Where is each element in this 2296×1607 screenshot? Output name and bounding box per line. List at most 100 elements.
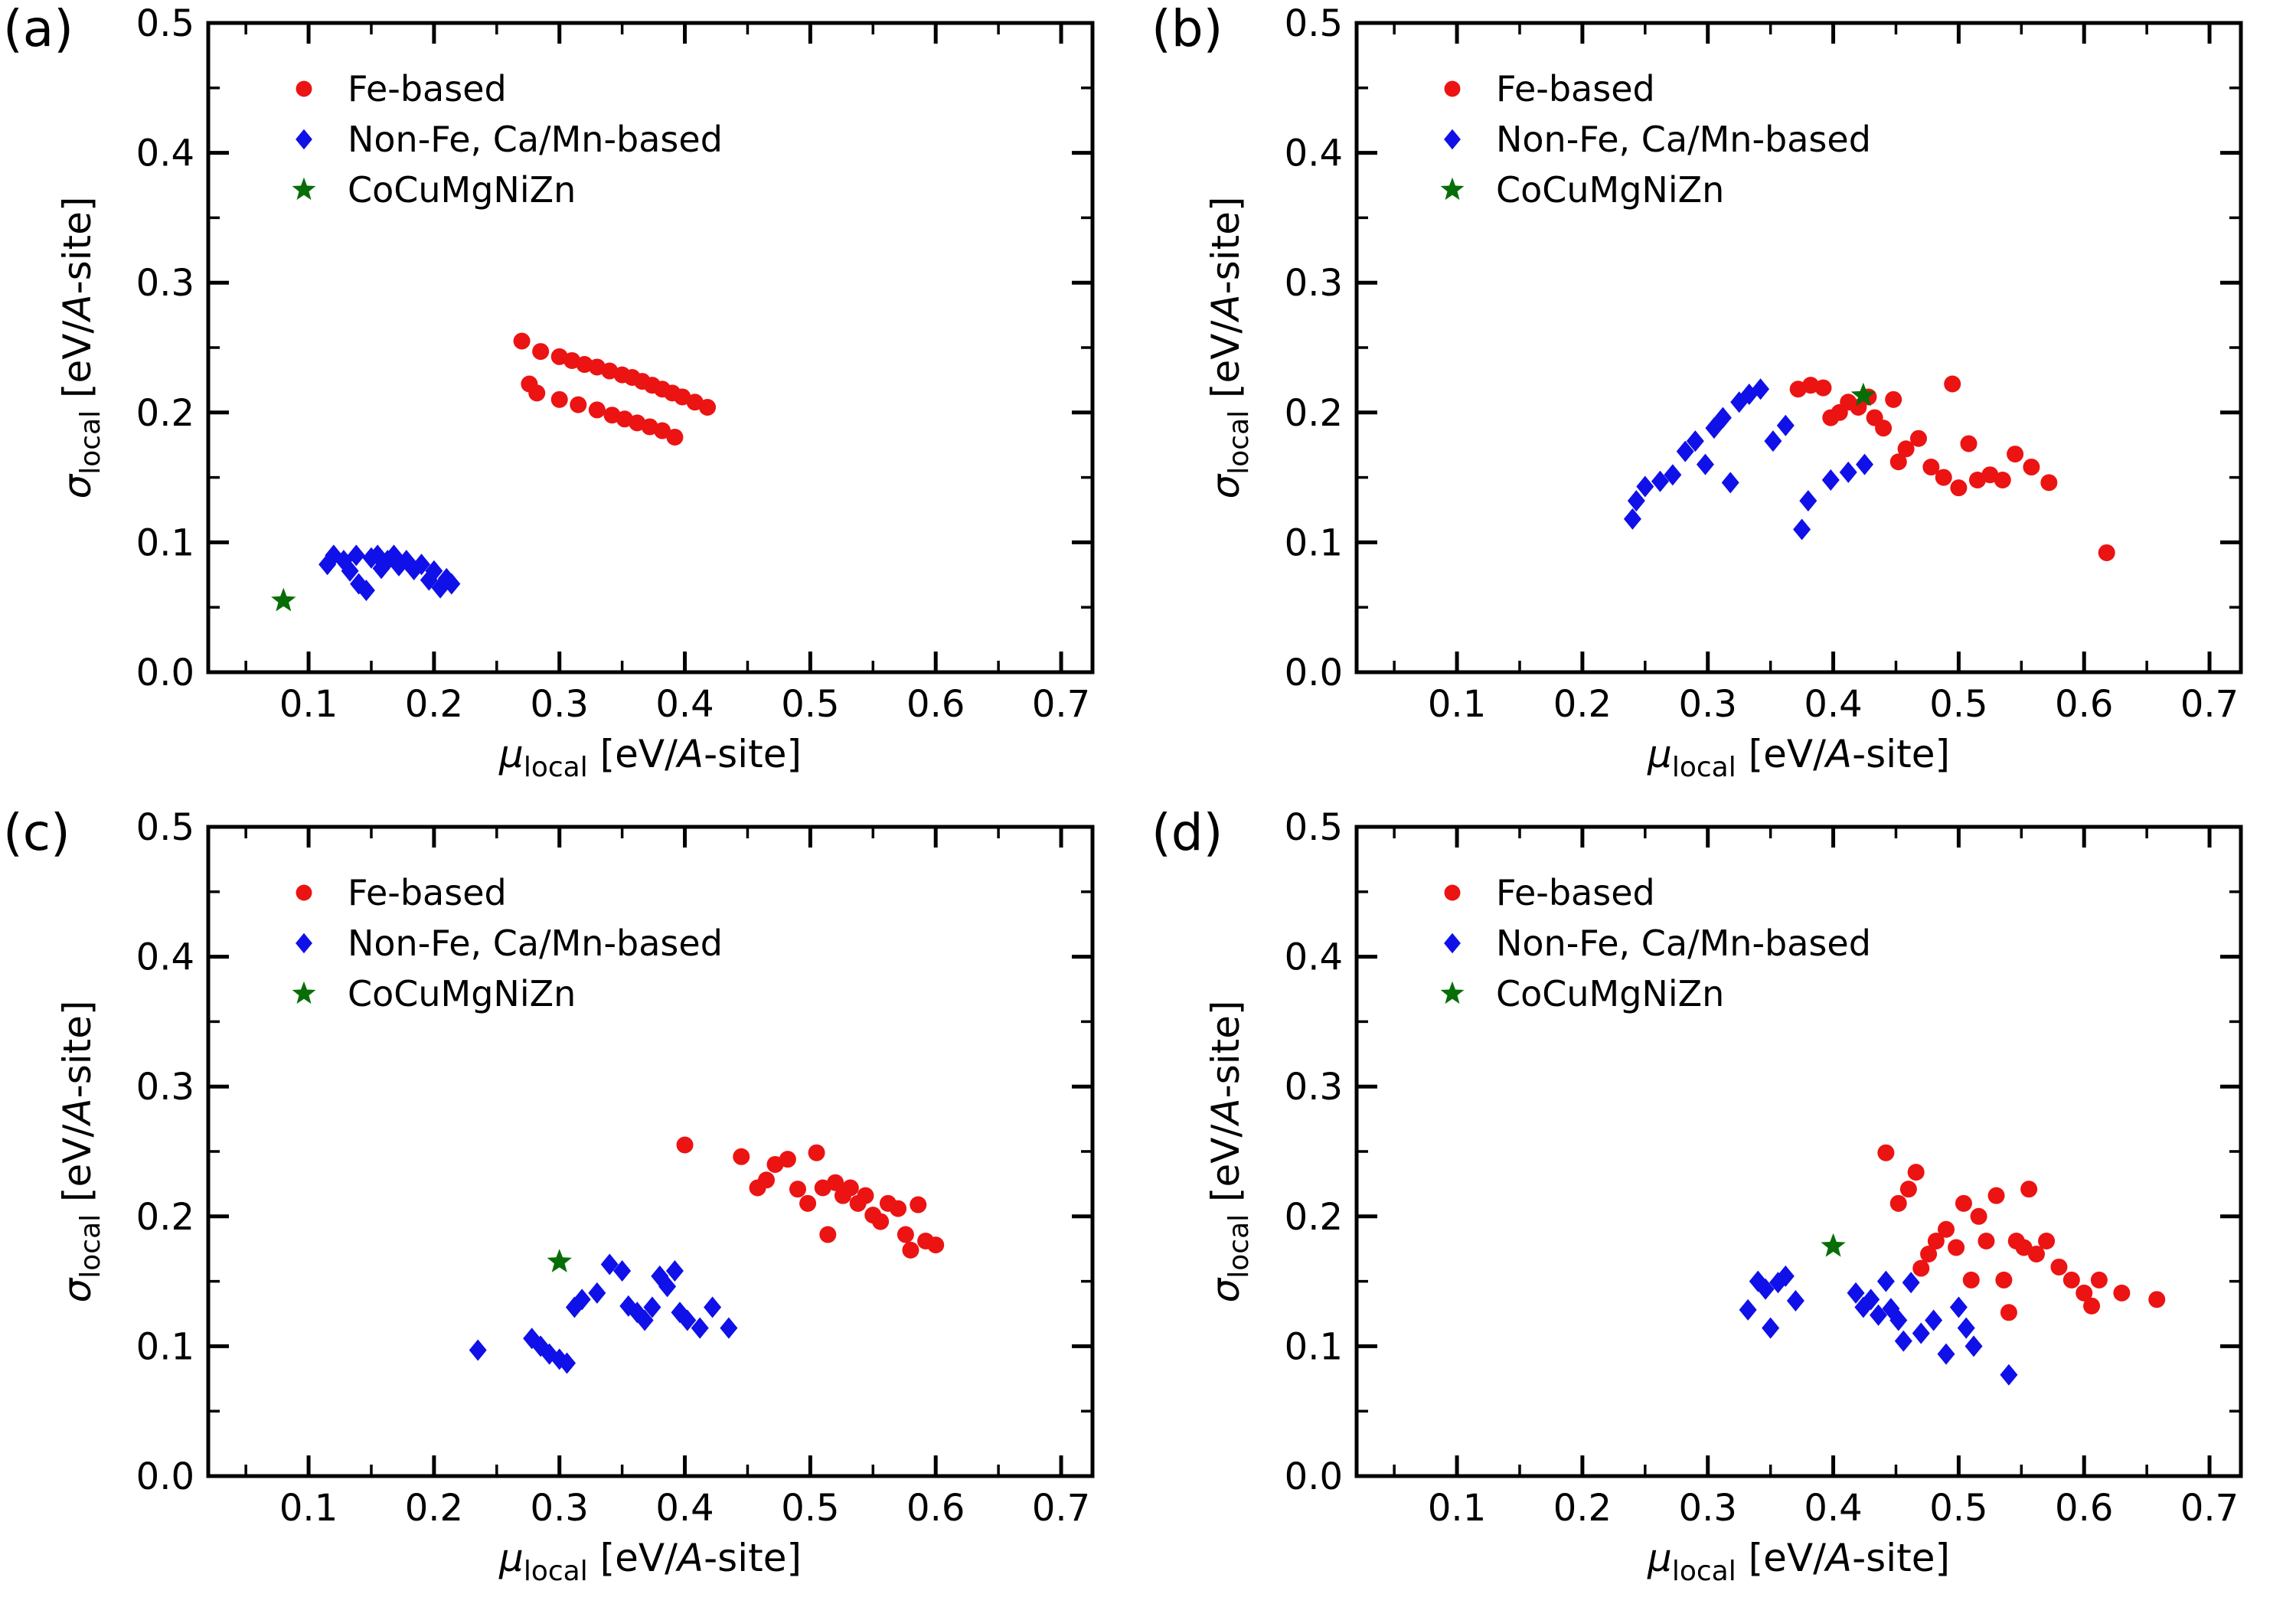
star-marker — [292, 981, 316, 1004]
diamond-marker — [296, 933, 312, 954]
x-tick-label: 0.7 — [1032, 683, 1090, 726]
y-tick-label: 0.1 — [1285, 521, 1343, 564]
circle-marker — [789, 1181, 806, 1198]
series-diamond — [1739, 1265, 2018, 1386]
y-tick-label: 0.5 — [136, 2, 194, 45]
diamond-marker — [573, 1289, 591, 1311]
diamond-marker — [643, 1296, 661, 1318]
circle-marker — [857, 1187, 874, 1204]
circle-marker — [808, 1144, 825, 1161]
series-star — [271, 587, 296, 612]
x-tick-label: 0.1 — [1428, 1487, 1486, 1530]
legend-label: CoCuMgNiZn — [1496, 169, 1724, 211]
diamond-marker — [1651, 470, 1669, 492]
x-tick-label: 0.6 — [906, 1487, 965, 1530]
y-tick-label: 0.1 — [1285, 1325, 1343, 1368]
legend-item: Non-Fe, Ca/Mn-based — [1444, 923, 1871, 964]
x-axis-label: μlocal [eV/A-site] — [498, 732, 802, 783]
y-tick-label: 0.3 — [1285, 1066, 1343, 1109]
circle-marker — [1909, 430, 1927, 447]
star-marker — [547, 1249, 572, 1272]
panel-b: (b) 0.1 0.2 0.3 0.4 0.5 0.6 0.7 0.0 0.1 0.2 0.3 0.4… — [1148, 0, 2296, 804]
x-tick-label: 0.4 — [1804, 683, 1862, 726]
series-circle — [513, 332, 717, 446]
circle-marker — [1927, 1233, 1945, 1250]
circle-marker — [2007, 446, 2024, 463]
star-marker — [1821, 1233, 1846, 1257]
circle-marker — [1912, 1259, 1930, 1277]
circle-marker — [758, 1171, 776, 1189]
diamond-marker — [341, 560, 359, 582]
diamond-marker — [704, 1296, 722, 1318]
diamond-marker — [413, 554, 431, 576]
circle-marker — [1938, 1220, 1955, 1238]
legend-item: CoCuMgNiZn — [292, 973, 576, 1014]
diamond-marker — [1799, 490, 1818, 512]
legend-label: Non-Fe, Ca/Mn-based — [1496, 923, 1871, 964]
diamond-marker — [378, 550, 397, 572]
circle-marker — [1935, 469, 1952, 486]
y-tick-label: 0.3 — [136, 1066, 194, 1109]
series-diamond — [469, 1253, 738, 1374]
x-tick-label: 0.6 — [2055, 1487, 2113, 1530]
diamond-marker — [1902, 1272, 1920, 1294]
circle-marker — [588, 401, 606, 419]
y-tick-label: 0.0 — [1285, 1455, 1343, 1498]
diamond-marker — [1876, 1270, 1895, 1292]
x-tick-label: 0.1 — [279, 1487, 338, 1530]
diamond-marker — [2000, 1364, 2018, 1386]
diamond-marker — [588, 1282, 606, 1304]
legend-label: Non-Fe, Ca/Mn-based — [348, 923, 723, 964]
x-tick-label: 0.4 — [655, 683, 714, 726]
diamond-marker — [658, 1275, 677, 1298]
diamond-marker — [613, 1260, 632, 1282]
x-axis-label: μlocal [eV/A-site] — [498, 1536, 802, 1587]
panel-tag-b: (b) — [1151, 0, 1223, 58]
diamond-marker — [425, 560, 443, 582]
x-tick-label: 0.2 — [405, 1487, 463, 1530]
circle-marker — [1944, 375, 1961, 393]
series-circle — [676, 1136, 945, 1259]
circle-marker — [2040, 474, 2058, 492]
circle-marker — [528, 384, 546, 402]
circle-marker — [1907, 1164, 1925, 1181]
y-tick-label: 0.5 — [1285, 2, 1343, 45]
diamond-marker — [1894, 1330, 1912, 1352]
circle-marker — [872, 1213, 890, 1230]
star-marker — [292, 177, 316, 201]
diamond-marker — [357, 580, 375, 602]
y-tick-label: 0.2 — [1285, 1196, 1343, 1239]
panel-tag-d: (d) — [1151, 804, 1223, 862]
y-axis-label: σlocal [eV/A-site] — [55, 197, 106, 499]
circle-marker — [2020, 1181, 2038, 1198]
star-marker — [271, 587, 296, 612]
diamond-marker — [1839, 461, 1857, 483]
x-tick-label: 0.2 — [405, 683, 463, 726]
diamond-marker — [1676, 440, 1694, 462]
y-tick-label: 0.5 — [136, 806, 194, 849]
circle-marker — [2015, 1239, 2033, 1256]
diamond-marker — [1862, 1289, 1880, 1311]
circle-marker — [2148, 1291, 2166, 1308]
series-circle — [1789, 375, 2115, 561]
diamond-marker — [1870, 1304, 1888, 1326]
circle-marker — [2098, 544, 2115, 561]
diamond-marker — [558, 1352, 576, 1374]
circle-marker — [2090, 1271, 2108, 1289]
y-tick-label: 0.2 — [136, 392, 194, 435]
legend-label: Fe-based — [1496, 872, 1655, 913]
y-tick-label: 0.0 — [136, 1455, 194, 1498]
circle-marker — [1995, 1271, 2013, 1289]
diamond-marker — [1664, 464, 1682, 486]
circle-marker — [550, 390, 568, 408]
axes-frame — [206, 825, 1095, 1478]
legend-item: Fe-based — [1444, 872, 1655, 913]
circle-marker — [1885, 390, 1902, 408]
x-tick-label: 0.4 — [655, 1487, 714, 1530]
circle-marker — [2076, 1284, 2093, 1302]
circle-marker — [819, 1226, 837, 1243]
legend-item: Non-Fe, Ca/Mn-based — [296, 923, 723, 964]
diamond-marker — [720, 1317, 738, 1339]
x-tick-label: 0.3 — [1679, 683, 1737, 726]
diamond-marker — [443, 573, 461, 595]
